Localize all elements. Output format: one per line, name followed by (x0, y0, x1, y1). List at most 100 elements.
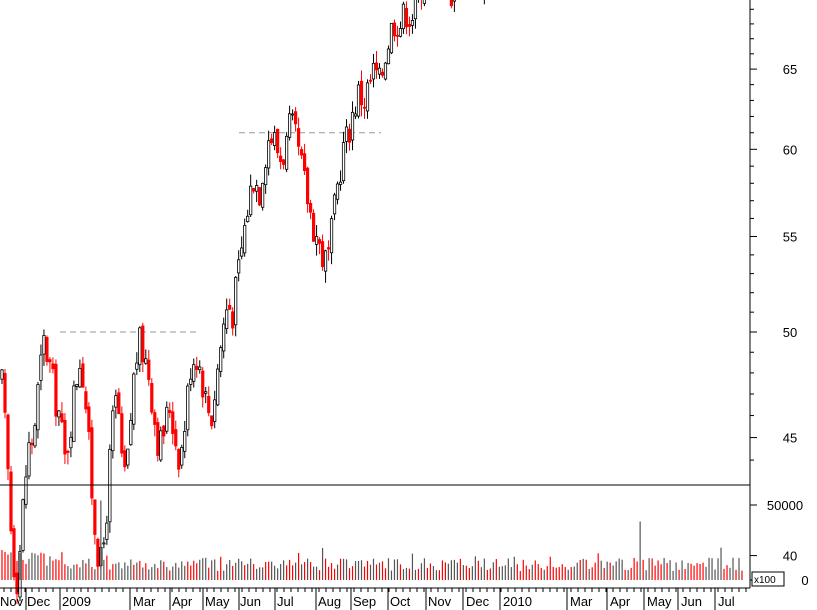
candle-body (111, 410, 115, 452)
candle-body (267, 140, 271, 169)
x-tick-label: May (205, 594, 230, 609)
candle-body (329, 218, 334, 254)
candle-body (240, 247, 244, 257)
candle-body (264, 167, 268, 186)
candle-body (174, 429, 178, 447)
x-tick-label: Apr (172, 594, 193, 609)
candle-body (45, 337, 49, 362)
candle-body (207, 395, 211, 414)
candle-body (395, 34, 400, 37)
x-tick-label: Jun (681, 594, 702, 609)
candle-body (105, 522, 109, 540)
candle-body (27, 442, 31, 477)
candle-body (60, 413, 64, 423)
candle-body (422, 0, 427, 4)
candle-body (305, 167, 310, 205)
price-y-ticks: 404550556065707580859095100 (750, 0, 797, 564)
candle-body (371, 62, 376, 80)
candle-body (51, 363, 55, 370)
candle-body (356, 84, 361, 117)
candle-body (33, 425, 37, 447)
candle-body (314, 236, 319, 245)
candle-body (320, 241, 325, 267)
candle-body (228, 304, 232, 310)
candle-body (216, 368, 220, 406)
candle-body (231, 311, 235, 329)
candle-body (335, 183, 340, 200)
x-tick-label: Jun (240, 594, 261, 609)
candle-body (186, 385, 190, 431)
candle-body (81, 363, 85, 388)
candle-body (90, 427, 94, 499)
candle-body (341, 142, 346, 182)
candle-body (374, 62, 379, 71)
candle-body (102, 542, 106, 545)
x-tick-label: Nov (428, 594, 452, 609)
x-tick-label: May (647, 594, 672, 609)
candle-body (380, 71, 385, 76)
candle-body (69, 436, 73, 449)
volume-tick-label: 0 (801, 573, 808, 588)
candle-body (273, 132, 277, 146)
candle-body (294, 111, 298, 125)
candle-body (279, 155, 283, 162)
x-tick-label: Aug (318, 594, 341, 609)
candle-body (78, 367, 82, 388)
candle-body (144, 358, 148, 364)
candle-body (126, 448, 130, 466)
candle-body (299, 149, 304, 156)
y-tick-label: 65 (783, 62, 797, 77)
candle-body (449, 0, 453, 7)
candle-body (156, 422, 160, 456)
candle-body (165, 406, 169, 432)
candle-body (84, 391, 88, 410)
price-candles (0, 0, 485, 604)
candle-body (413, 0, 418, 20)
dashed-levels (60, 132, 381, 333)
x-tick-label: Oct (390, 594, 411, 609)
candle-body (386, 48, 391, 65)
candle-body (401, 3, 406, 30)
y-tick-label: 55 (783, 229, 797, 244)
candle-body (410, 20, 415, 26)
candle-body (66, 450, 70, 453)
candle-body (63, 419, 67, 455)
candle-body (368, 79, 373, 82)
candle-body (270, 138, 274, 144)
candle-body (365, 82, 370, 112)
candle-body (108, 448, 112, 523)
candle-body (377, 67, 382, 75)
candle-body (261, 182, 265, 208)
x-tick-label: Jul (718, 594, 735, 609)
candle-body (30, 442, 34, 446)
candle-body (246, 215, 250, 222)
candle-body (222, 323, 226, 352)
candle-body (147, 359, 151, 380)
y-tick-label: 40 (783, 549, 797, 564)
x-tick-label: Mar (570, 594, 593, 609)
x-tick-label: Apr (610, 594, 631, 609)
candle-body (123, 450, 127, 468)
candle-body (255, 185, 259, 192)
candle-body (0, 369, 4, 380)
candle-body (213, 399, 217, 422)
x-tick-label: Dec (466, 594, 490, 609)
candle-body (198, 366, 202, 371)
candle-body (201, 370, 205, 398)
candle-body (189, 378, 193, 385)
candle-body (150, 383, 154, 413)
y-tick-label: 50 (783, 325, 797, 340)
candle-body (398, 28, 403, 37)
x-tick-label: 2009 (62, 594, 91, 609)
candle-body (353, 113, 358, 117)
candle-body (120, 413, 124, 454)
candle-body (332, 194, 337, 215)
candle-body (117, 392, 121, 415)
candle-body (141, 325, 145, 363)
candle-body (404, 7, 409, 28)
candle-body (311, 212, 316, 242)
candle-body (276, 128, 280, 154)
candle-body (6, 414, 10, 470)
candle-body (204, 391, 208, 394)
candle-body (302, 153, 307, 171)
